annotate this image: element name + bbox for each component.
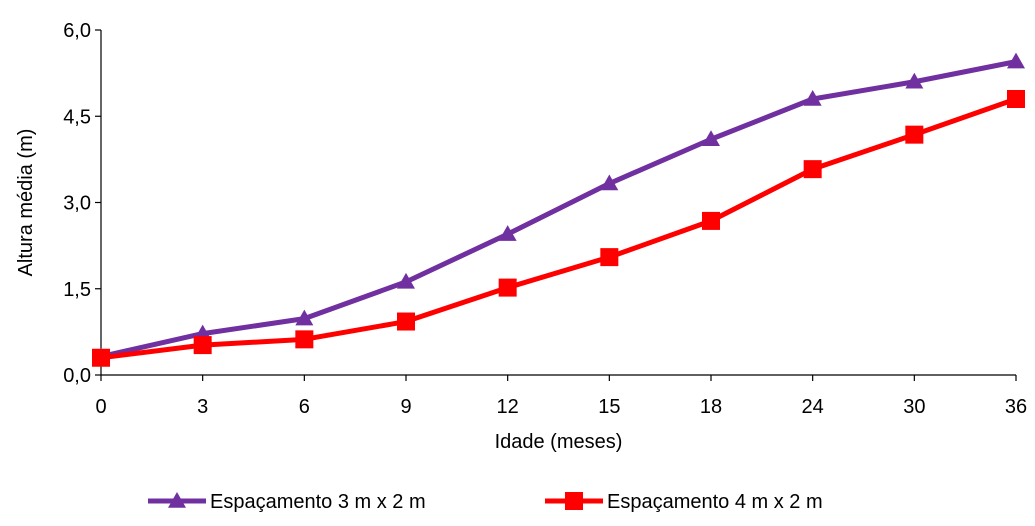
data-point-triangle	[498, 225, 517, 241]
x-tick-label: 3	[197, 396, 208, 418]
y-axis-title: Altura média (m)	[15, 129, 37, 277]
data-point-square	[1007, 90, 1025, 108]
series-layer	[92, 52, 1025, 367]
x-tick-label: 6	[299, 396, 310, 418]
legend: Espaçamento 3 m x 2 m Espaçamento 4 m x 2…	[148, 491, 823, 513]
data-point-square	[498, 278, 517, 297]
series-1	[92, 52, 1025, 364]
y-tick-label: 6,0	[63, 20, 91, 42]
x-axis-title: Idade (meses)	[495, 431, 623, 453]
y-tick-label: 0,0	[63, 365, 91, 387]
x-axis-ticks: 0 3 6 9 12 15 18 24 30 36	[95, 375, 1027, 418]
data-point-square	[92, 348, 110, 367]
x-tick-label: 15	[598, 396, 620, 418]
series-2	[92, 90, 1025, 367]
data-point-square	[702, 211, 720, 230]
legend-label: Espaçamento 4 m x 2 m	[607, 491, 823, 513]
x-tick-label: 9	[400, 396, 411, 418]
series-line	[100, 59, 1017, 360]
data-point-triangle	[803, 90, 822, 106]
legend-item: Espaçamento 4 m x 2 m	[545, 491, 823, 513]
data-point-triangle	[702, 130, 720, 146]
legend-swatch-marker	[168, 492, 186, 508]
data-point-triangle	[1007, 52, 1025, 69]
y-tick-label: 1,5	[63, 279, 91, 301]
data-point-triangle	[905, 72, 924, 89]
data-point-triangle	[600, 174, 619, 191]
legend-item: Espaçamento 3 m x 2 m	[148, 491, 426, 513]
x-tick-label: 12	[497, 396, 519, 418]
x-tick-label: 0	[95, 396, 106, 418]
x-tick-label: 30	[903, 396, 925, 418]
data-point-square	[905, 125, 924, 144]
data-point-triangle	[295, 309, 314, 326]
series-line	[100, 96, 1017, 361]
data-point-square	[193, 336, 212, 355]
data-point-square	[803, 160, 822, 179]
data-point-square	[600, 248, 619, 267]
y-tick-label: 3,0	[63, 193, 91, 215]
x-tick-label: 36	[1005, 396, 1027, 418]
x-tick-label: 24	[802, 396, 824, 418]
legend-label: Espaçamento 3 m x 2 m	[210, 491, 426, 513]
y-axis-ticks: 0,0 1,5 3,0 4,5 6,0	[63, 20, 101, 387]
data-point-triangle	[397, 272, 415, 289]
data-point-square	[295, 330, 314, 349]
data-point-square	[397, 312, 415, 331]
legend-swatch-marker	[565, 492, 583, 510]
x-tick-label: 18	[700, 396, 722, 418]
y-tick-label: 4,5	[63, 106, 91, 128]
